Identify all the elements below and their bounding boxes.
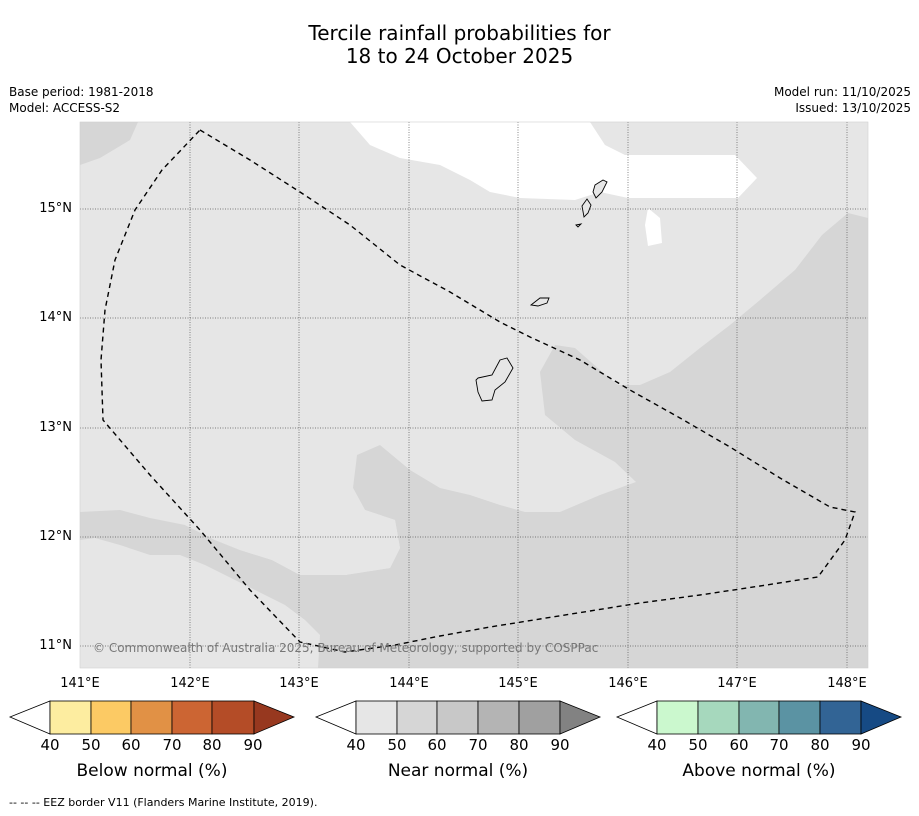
model-run-text: Model run: 11/10/2025 — [773, 85, 911, 99]
colorbar-near-normal — [314, 700, 602, 735]
region-low-north — [350, 122, 757, 200]
colorbar-segment — [355, 700, 398, 735]
legend-tick: 70 — [468, 736, 488, 754]
colorbar-below-normal — [8, 700, 296, 735]
islands — [475, 179, 608, 402]
island-aguijan — [575, 223, 583, 228]
issued-text: Issued: 13/10/2025 — [795, 101, 911, 115]
colorbar-segment — [211, 700, 255, 735]
lon-label: 144°E — [389, 676, 429, 691]
lon-label: 142°E — [170, 676, 210, 691]
region-pocket-southwest — [80, 538, 320, 668]
eez-border — [100, 129, 856, 653]
lat-label: 12°N — [39, 529, 72, 544]
meta-left: Base period: 1981-2018 Model: ACCESS-S2 — [9, 84, 154, 116]
map-frame — [79, 121, 869, 669]
colorbar-segment — [697, 700, 740, 735]
island-saipan — [592, 179, 608, 199]
legend-tick: 50 — [387, 736, 407, 754]
colorbar-extend-high — [253, 700, 296, 735]
colorbar-segment — [130, 700, 173, 735]
lon-label: 148°E — [827, 676, 867, 691]
lat-label: 14°N — [39, 310, 72, 325]
colorbar-segment — [171, 700, 213, 735]
region-low-islet — [645, 208, 662, 246]
colorbar-extend-high — [559, 700, 602, 735]
colorbar-segment — [90, 700, 132, 735]
legend-title-above-normal: Above normal (%) — [682, 761, 836, 781]
region-nn50-northwest — [80, 122, 138, 165]
colorbar-extend-low — [615, 700, 658, 735]
legend-tick: 80 — [202, 736, 222, 754]
legend-tick: 60 — [729, 736, 749, 754]
island-tinian — [581, 198, 592, 218]
legend-tick: 40 — [647, 736, 667, 754]
colorbar-extend-low — [314, 700, 357, 735]
island-guam — [475, 357, 514, 402]
colorbar-above-normal — [615, 700, 903, 735]
legend-tick: 60 — [121, 736, 141, 754]
lat-label: 15°N — [39, 201, 72, 216]
eez-border-note: -- -- -- EEZ border V11 (Flanders Marine… — [9, 796, 318, 809]
legend-tick: 40 — [346, 736, 366, 754]
copyright-text: © Commonwealth of Australia 2025, Bureau… — [93, 641, 599, 655]
map-title: Tercile rainfall probabilities for 18 to… — [0, 22, 919, 68]
colorbar-segment — [396, 700, 438, 735]
legend-tick: 90 — [243, 736, 263, 754]
meta-right: Model run: 11/10/2025 Issued: 13/10/2025 — [774, 84, 911, 116]
gridlines — [80, 122, 868, 668]
lat-label: 13°N — [39, 420, 72, 435]
lat-label: 11°N — [39, 638, 72, 653]
colorbar-segment — [819, 700, 862, 735]
title-line-2: 18 to 24 October 2025 — [345, 44, 574, 68]
lon-label: 147°E — [717, 676, 757, 691]
title-line-1: Tercile rainfall probabilities for — [308, 21, 611, 45]
lon-label: 145°E — [498, 676, 538, 691]
legend-tick: 50 — [688, 736, 708, 754]
legend-tick: 50 — [81, 736, 101, 754]
legend-tick: 80 — [810, 736, 830, 754]
legend-title-below-normal: Below normal (%) — [76, 761, 228, 781]
colorbar-segment — [49, 700, 92, 735]
region-pocket-center — [340, 488, 400, 575]
island-rota — [529, 297, 550, 307]
lon-label: 143°E — [279, 676, 319, 691]
colorbar-segment — [477, 700, 520, 735]
colorbar-segment — [518, 700, 561, 735]
legend-tick: 80 — [509, 736, 529, 754]
colorbar-segment — [656, 700, 699, 735]
colorbar-extend-low — [8, 700, 51, 735]
lon-label: 146°E — [608, 676, 648, 691]
colorbar-segment — [436, 700, 479, 735]
legend-title-near-normal: Near normal (%) — [387, 761, 529, 781]
legend-tick: 70 — [769, 736, 789, 754]
lon-label: 141°E — [60, 676, 100, 691]
legend-tick: 40 — [40, 736, 60, 754]
legend-tick: 90 — [851, 736, 871, 754]
colorbar-extend-high — [860, 700, 903, 735]
legend-tick: 60 — [427, 736, 447, 754]
model-text: Model: ACCESS-S2 — [9, 101, 121, 115]
base-period-text: Base period: 1981-2018 — [9, 85, 154, 99]
legend-tick: 70 — [162, 736, 182, 754]
region-nn50-east — [80, 213, 868, 668]
colorbar-segment — [778, 700, 821, 735]
legend-tick: 90 — [550, 736, 570, 754]
colorbar-segment — [738, 700, 780, 735]
region-pocket-west — [80, 443, 347, 575]
